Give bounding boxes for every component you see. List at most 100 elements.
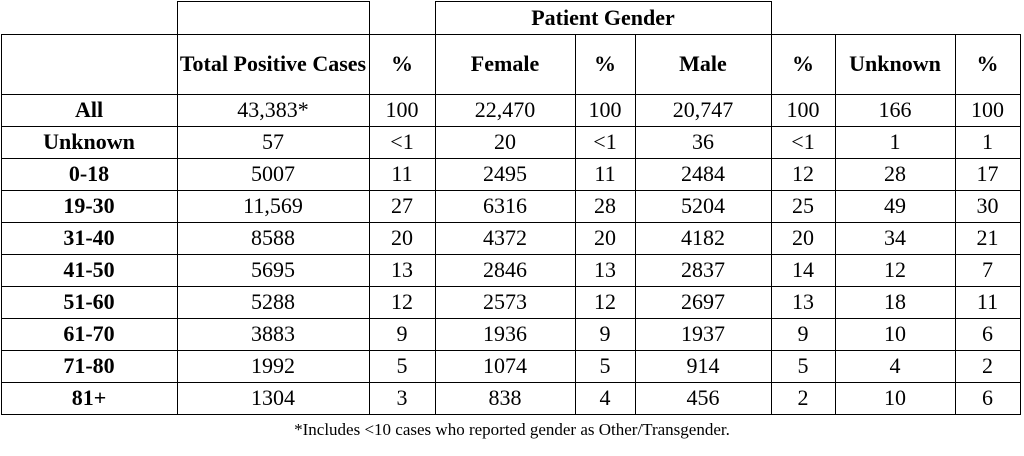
grid-line: [177, 1, 178, 415]
table-cell: 4: [599, 385, 611, 410]
table-cell: 12: [391, 289, 413, 314]
table-cell: 5: [396, 353, 408, 378]
table-cell: 1992: [251, 353, 295, 378]
table-cell: 100: [385, 97, 419, 122]
table-cell: 10: [884, 385, 906, 410]
grid-line: [1, 286, 1021, 287]
table-cell: 2846: [483, 257, 527, 282]
table-cell: 2484: [681, 161, 725, 186]
table-cell: 57: [262, 129, 284, 154]
table-cell: 12: [792, 161, 814, 186]
grid-line: [369, 1, 370, 415]
table-cell: 30: [976, 193, 999, 218]
table-cell: 25: [792, 193, 814, 218]
grid-line: [635, 34, 636, 415]
table-cell: 6: [982, 385, 993, 410]
grid-line: [1, 350, 1021, 351]
table-cell: 13: [594, 257, 616, 282]
table-cell: 11: [976, 289, 999, 314]
grid-line: [1, 254, 1021, 255]
table-cell: 4372: [483, 225, 527, 250]
table-cell: 166: [878, 97, 912, 122]
group-header-patient-gender: Patient Gender: [531, 4, 675, 30]
table-cell: 49: [884, 193, 906, 218]
table-cell: 1: [982, 129, 993, 154]
table-cell: 1937: [681, 321, 725, 346]
table-cell: 28: [594, 193, 616, 218]
table-cell: 9: [797, 321, 809, 346]
table-cell: 36: [692, 129, 714, 154]
table-cell: 5: [797, 353, 809, 378]
grid-line: [575, 34, 576, 415]
column-header-percent: %: [594, 51, 616, 76]
row-label: 81+: [71, 385, 107, 410]
table-cell: 17: [976, 161, 999, 186]
table-cell: 2: [797, 385, 809, 410]
grid-line: [1, 190, 1021, 191]
row-label: All: [74, 97, 104, 122]
grid-line: [1, 94, 1021, 95]
table-cell: 914: [686, 353, 720, 378]
table-footnote: *Includes <10 cases who reported gender …: [294, 420, 730, 439]
table-cell: 456: [686, 385, 720, 410]
grid-line: [1, 318, 1021, 319]
table-cell: 13: [792, 289, 814, 314]
table-cell: 2697: [681, 289, 725, 314]
column-header-unknown: Unknown: [849, 51, 941, 76]
grid-line: [955, 34, 956, 415]
table-cell: <1: [390, 129, 414, 154]
table-cell: 838: [488, 385, 522, 410]
table-cell: 6: [982, 321, 993, 346]
column-header-male: Male: [679, 51, 727, 76]
table-cell: 20: [494, 129, 516, 154]
column-header-female: Female: [470, 51, 540, 76]
row-label: 71-80: [63, 353, 115, 378]
table-cell: 1: [889, 129, 901, 154]
table-cell: 2573: [483, 289, 527, 314]
table-cell: 20: [391, 225, 413, 250]
column-header-percent: %: [391, 51, 413, 76]
table-cell: 2: [982, 353, 993, 378]
table-cell: 13: [391, 257, 413, 282]
table-cell: 12: [884, 257, 906, 282]
table-cell: 43,383*: [237, 97, 309, 122]
table-cell: 100: [588, 97, 622, 122]
table-cell: 11: [594, 161, 616, 186]
table-cell: 21: [976, 225, 999, 250]
table-cell: 9: [599, 321, 611, 346]
row-label: 19-30: [63, 193, 115, 218]
table-cell: 20: [792, 225, 814, 250]
table-cell: 100: [971, 97, 1004, 122]
table-cell: 11,569: [243, 193, 303, 218]
table-cell: 10: [884, 321, 906, 346]
grid-line: [1, 222, 1021, 223]
table-cell: 100: [786, 97, 820, 122]
table-cell: 6316: [483, 193, 527, 218]
table-cell: 5: [599, 353, 611, 378]
table-cell: 20: [594, 225, 616, 250]
table-cell: 3: [396, 385, 408, 410]
grid-line: [1, 414, 1021, 415]
table-cell: 2837: [681, 257, 725, 282]
table-cell: 12: [594, 289, 616, 314]
table-cell: 5007: [251, 161, 295, 186]
grid-line: [177, 1, 370, 2]
table-cell: 27: [391, 193, 413, 218]
table-cell: 4182: [681, 225, 725, 250]
table-cell: 4: [889, 353, 901, 378]
column-header-percent: %: [792, 51, 814, 76]
table-cell: 1304: [251, 385, 295, 410]
table-cell: 1074: [483, 353, 527, 378]
grid-line: [1020, 34, 1021, 415]
table-cell: <1: [593, 129, 617, 154]
row-label: 41-50: [63, 257, 115, 282]
grid-line: [1, 158, 1021, 159]
table-cell: 22,470: [474, 97, 536, 122]
row-label: 31-40: [63, 225, 115, 250]
table-cell: 8588: [251, 225, 295, 250]
column-header-percent: %: [976, 51, 999, 76]
table-cell: 9: [396, 321, 408, 346]
table-cell: 5204: [681, 193, 725, 218]
row-label: Unknown: [43, 129, 135, 154]
grid-line: [1, 34, 2, 415]
